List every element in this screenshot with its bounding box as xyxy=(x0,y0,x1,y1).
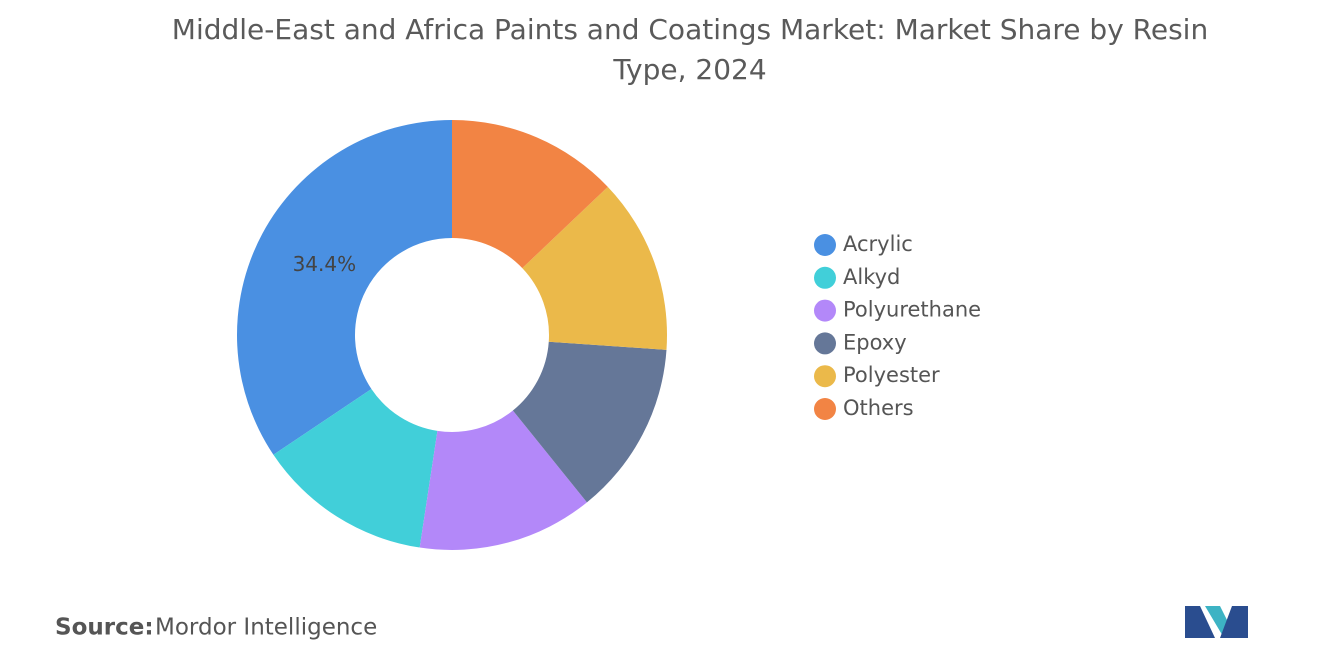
data-label: 34.4% xyxy=(293,252,357,276)
slice xyxy=(452,120,608,269)
slice xyxy=(236,120,452,455)
chart-title: Middle-East and Africa Paints and Coatin… xyxy=(171,13,1209,86)
slice xyxy=(419,410,587,550)
legend-marker xyxy=(814,332,836,355)
legend-marker xyxy=(814,234,836,256)
source-value: Mordor Intelligence xyxy=(155,615,377,641)
source-label: Source: xyxy=(55,615,154,641)
legend-marker xyxy=(814,266,836,289)
legend-label: Polyurethane xyxy=(843,298,981,322)
legend-label: Acrylic xyxy=(843,232,913,256)
legend-label: Polyester xyxy=(843,363,940,387)
slice xyxy=(522,186,667,350)
legend-marker xyxy=(814,365,836,388)
legend-label: Alkyd xyxy=(843,265,900,289)
legend-label: Epoxy xyxy=(843,330,907,354)
slice xyxy=(273,389,438,548)
legend-label: Others xyxy=(843,396,914,420)
logo xyxy=(1185,606,1248,638)
legend-marker xyxy=(814,299,836,322)
legend-marker xyxy=(814,398,836,420)
slice xyxy=(512,341,667,503)
